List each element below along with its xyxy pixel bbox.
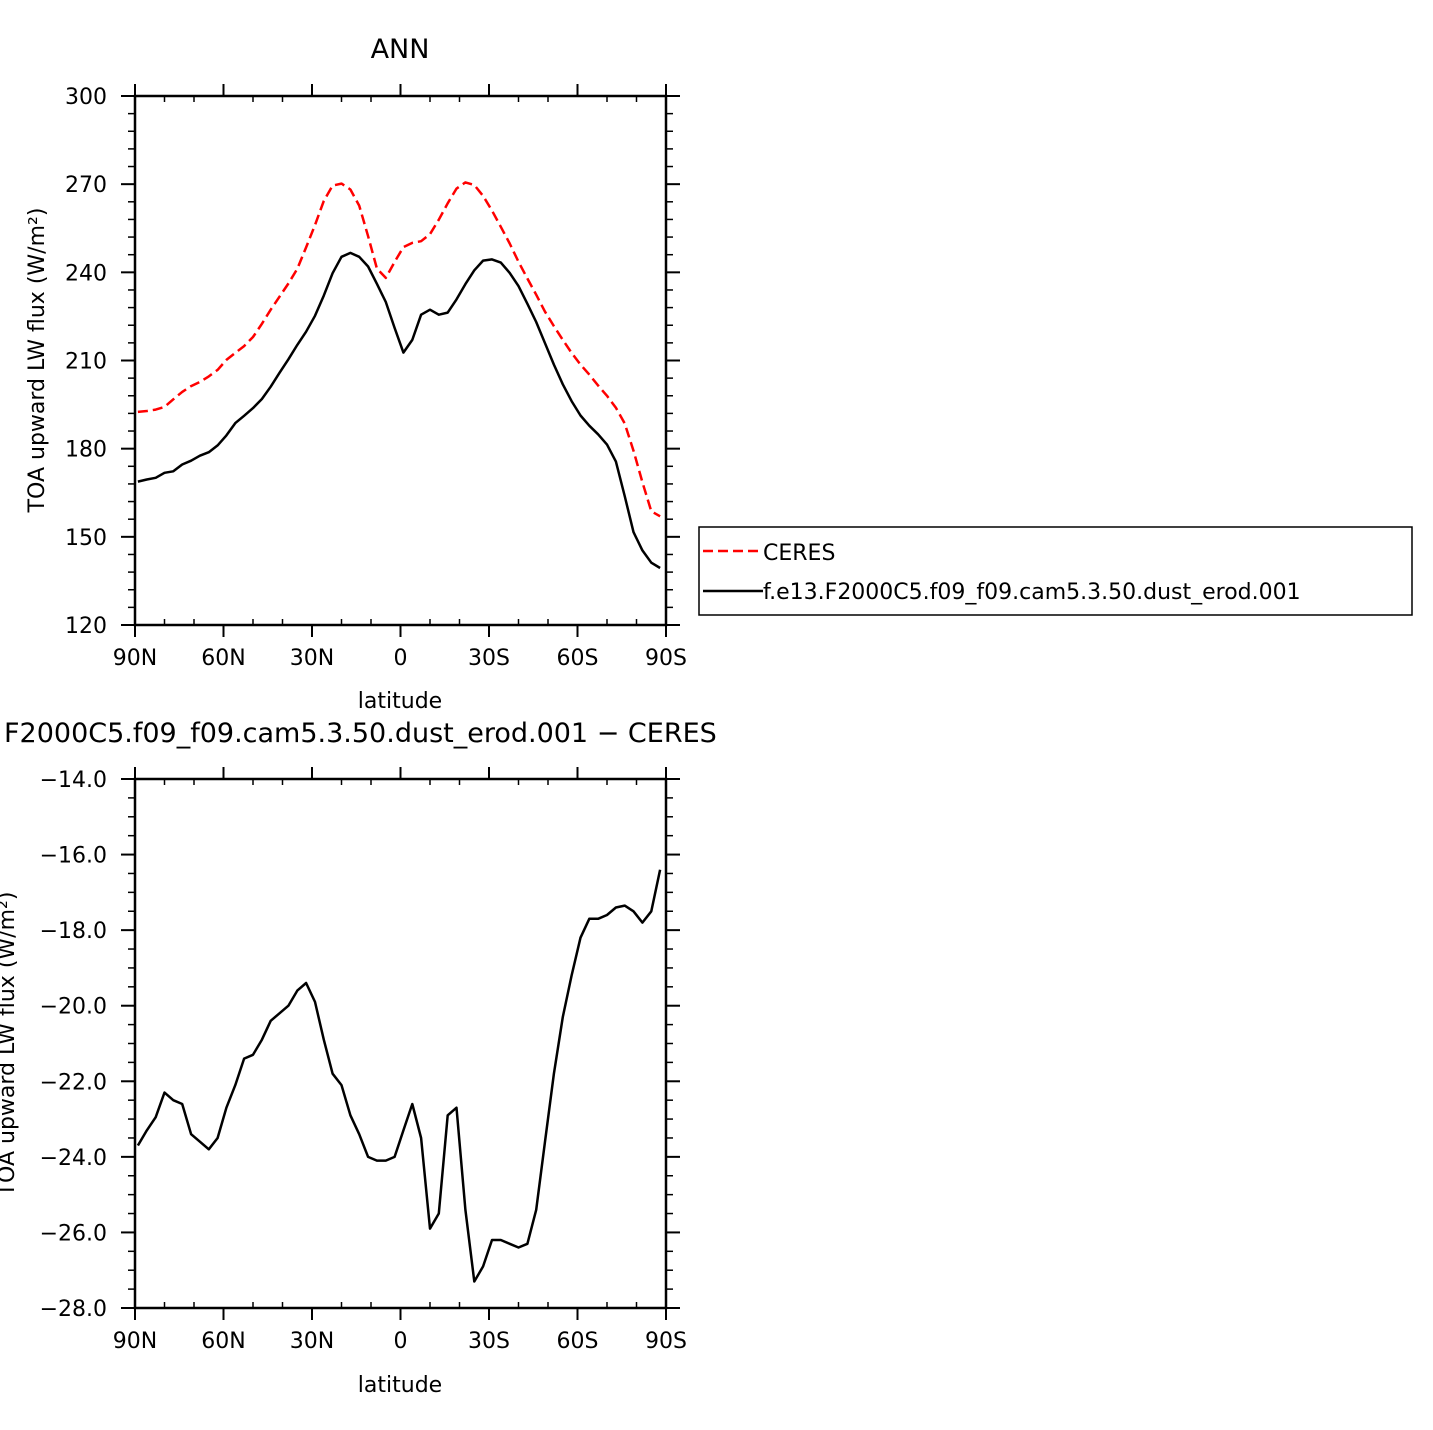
top-y-tick-label: 240 xyxy=(65,261,107,286)
bottom-y-tick-label: −28.0 xyxy=(40,1297,107,1322)
top-y-axis-title: TOA upward LW flux (W/m²) xyxy=(25,208,50,514)
top-y-tick-label: 270 xyxy=(65,173,107,198)
top-y-tick-label: 150 xyxy=(65,526,107,551)
bottom-plot-title: F2000C5.f09_f09.cam5.3.50.dust_erod.001 … xyxy=(4,718,717,749)
bottom-x-tick-label: 60N xyxy=(201,1329,245,1354)
bottom-y-tick-label: −22.0 xyxy=(40,1070,107,1095)
bottom-y-tick-label: −16.0 xyxy=(40,844,107,869)
legend: CERES f.e13.F2000C5.f09_f09.cam5.3.50.du… xyxy=(698,526,1413,616)
top-x-tick-label: 0 xyxy=(394,646,408,671)
top-x-tick-label: 60S xyxy=(557,646,599,671)
top-plot-title: ANN xyxy=(371,34,430,65)
bottom-y-axis-title: TOA upward LW flux (W/m²) xyxy=(0,892,20,1198)
bottom-y-tick-label: −14.0 xyxy=(40,768,107,793)
top-x-tick-label: 60N xyxy=(201,646,245,671)
top-x-tick-label: 90S xyxy=(645,646,687,671)
bottom-plot-frame xyxy=(133,777,668,1310)
top-y-tick-label: 210 xyxy=(65,350,107,375)
bottom-x-tick-label: 90S xyxy=(645,1329,687,1354)
legend-label-model: f.e13.F2000C5.f09_f09.cam5.3.50.dust_ero… xyxy=(763,580,1301,605)
top-series-line-1 xyxy=(137,251,661,570)
legend-label-ceres: CERES xyxy=(763,541,835,566)
top-series-lines xyxy=(137,181,661,570)
bottom-x-tick-label: 30N xyxy=(290,1329,334,1354)
top-axis-ticks: 90N 60N 30N 0 30S 60S 90S 120 150 180 210 240 270 300 xyxy=(65,84,687,671)
bottom-panel: F2000C5.f09_f09.cam5.3.50.dust_erod.001 … xyxy=(0,718,717,1398)
top-plot-frame xyxy=(133,94,668,627)
bottom-series-line-0 xyxy=(136,869,662,1283)
bottom-x-axis-title: latitude xyxy=(358,1373,442,1398)
top-series-line-0 xyxy=(137,181,661,518)
top-x-tick-label: 90N xyxy=(113,646,157,671)
bottom-y-tick-label: −26.0 xyxy=(40,1221,107,1246)
bottom-x-tick-label: 30S xyxy=(468,1329,510,1354)
bottom-y-tick-label: −18.0 xyxy=(40,919,107,944)
top-plot-area xyxy=(133,94,668,627)
top-x-tick-label: 30N xyxy=(290,646,334,671)
bottom-y-tick-label: −24.0 xyxy=(40,1146,107,1171)
top-y-tick-label: 180 xyxy=(65,438,107,463)
top-y-tick-label: 120 xyxy=(65,614,107,639)
bottom-x-tick-label: 60S xyxy=(557,1329,599,1354)
top-y-tick-label: 300 xyxy=(65,85,107,110)
bottom-y-tick-label: −20.0 xyxy=(40,995,107,1020)
bottom-axis-ticks: 90N 60N 30N 0 30S 60S 90S −28.0 −26.0 −24.0 −22.0 −… xyxy=(40,767,687,1354)
bottom-x-tick-label: 0 xyxy=(394,1329,408,1354)
top-x-axis-title: latitude xyxy=(358,689,442,714)
bottom-series-lines xyxy=(136,869,662,1283)
legend-box xyxy=(698,526,1413,616)
bottom-plot-area xyxy=(133,777,668,1310)
bottom-x-tick-label: 90N xyxy=(113,1329,157,1354)
top-panel: ANN 90N 60N 30N 0 30S 60S 90S 120 150 180 210 240 27… xyxy=(25,34,1413,714)
top-x-tick-label: 30S xyxy=(468,646,510,671)
